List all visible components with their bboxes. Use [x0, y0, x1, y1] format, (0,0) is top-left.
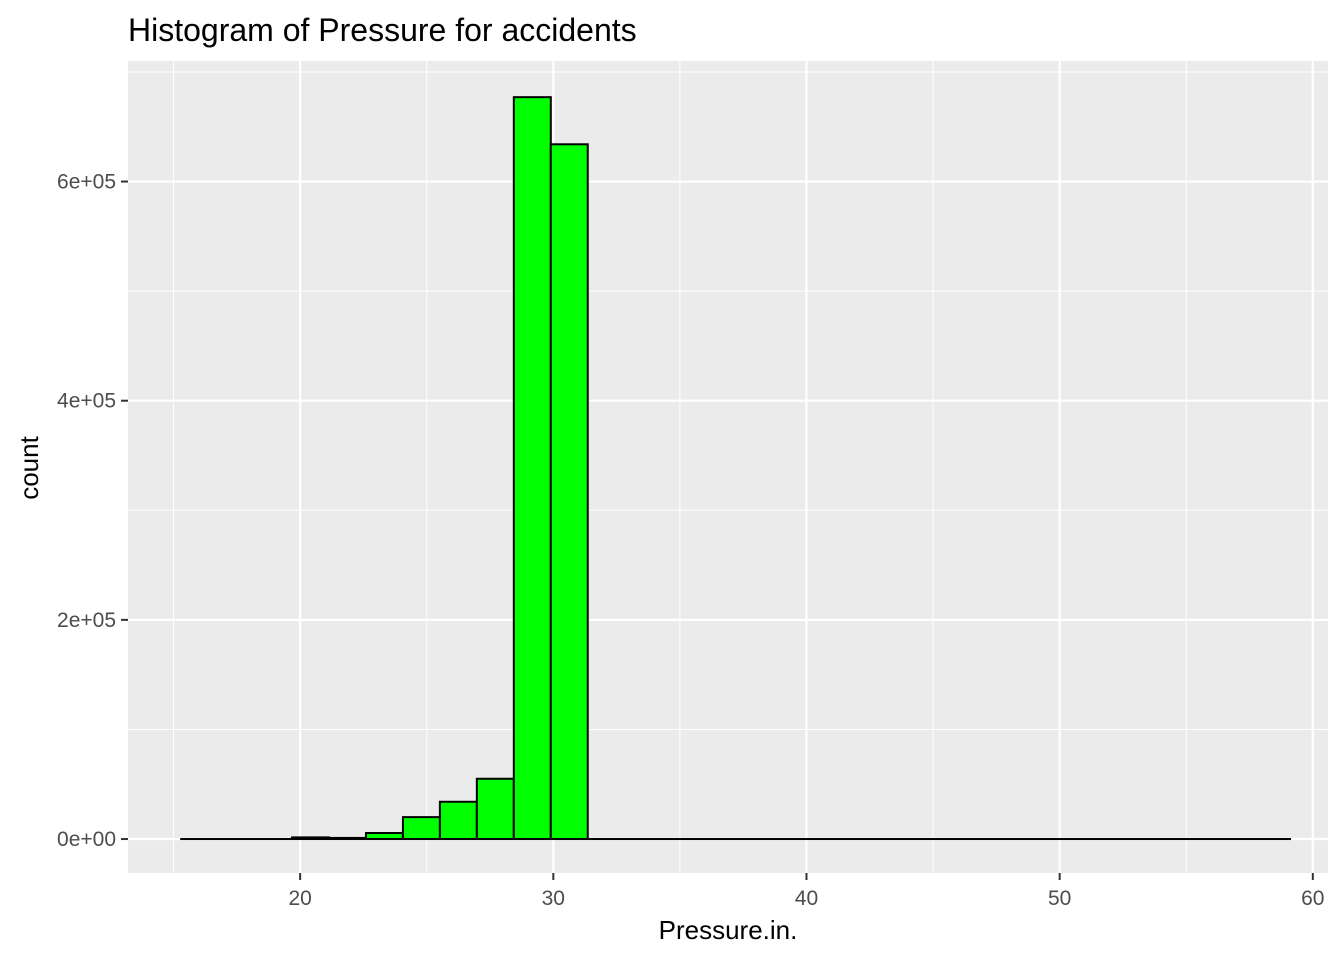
- x-tick-label: 40: [795, 887, 818, 910]
- x-tick-label: 30: [542, 887, 565, 910]
- x-tick-label: 50: [1048, 887, 1071, 910]
- x-axis-ticks: 20 30 40 50 60: [288, 873, 1324, 910]
- chart-title: Histogram of Pressure for accidents: [128, 12, 637, 48]
- histogram-bar: [549, 143, 589, 841]
- plot-panel: [128, 61, 1328, 873]
- y-tick-label: 6e+05: [57, 171, 116, 194]
- histogram-bar: [364, 832, 404, 841]
- histogram-bar: [512, 96, 552, 841]
- histogram-bar: [438, 800, 478, 841]
- histogram-bar: [291, 836, 331, 841]
- minor-gridlines: [128, 61, 1328, 873]
- y-axis-ticks: 0e+00 2e+05 4e+05 6e+05: [57, 171, 128, 851]
- histogram-bar: [401, 816, 441, 841]
- y-axis-label: count: [14, 435, 44, 499]
- histogram-bar: [328, 836, 367, 841]
- x-tick-label: 20: [288, 887, 311, 910]
- y-tick-label: 0e+00: [57, 828, 116, 851]
- histogram-bars: [180, 96, 1292, 841]
- histogram-bar: [475, 777, 515, 841]
- y-tick-label: 2e+05: [57, 609, 116, 632]
- y-tick-label: 4e+05: [57, 390, 116, 413]
- x-tick-label: 60: [1301, 887, 1324, 910]
- x-axis-label: Pressure.in.: [659, 915, 798, 945]
